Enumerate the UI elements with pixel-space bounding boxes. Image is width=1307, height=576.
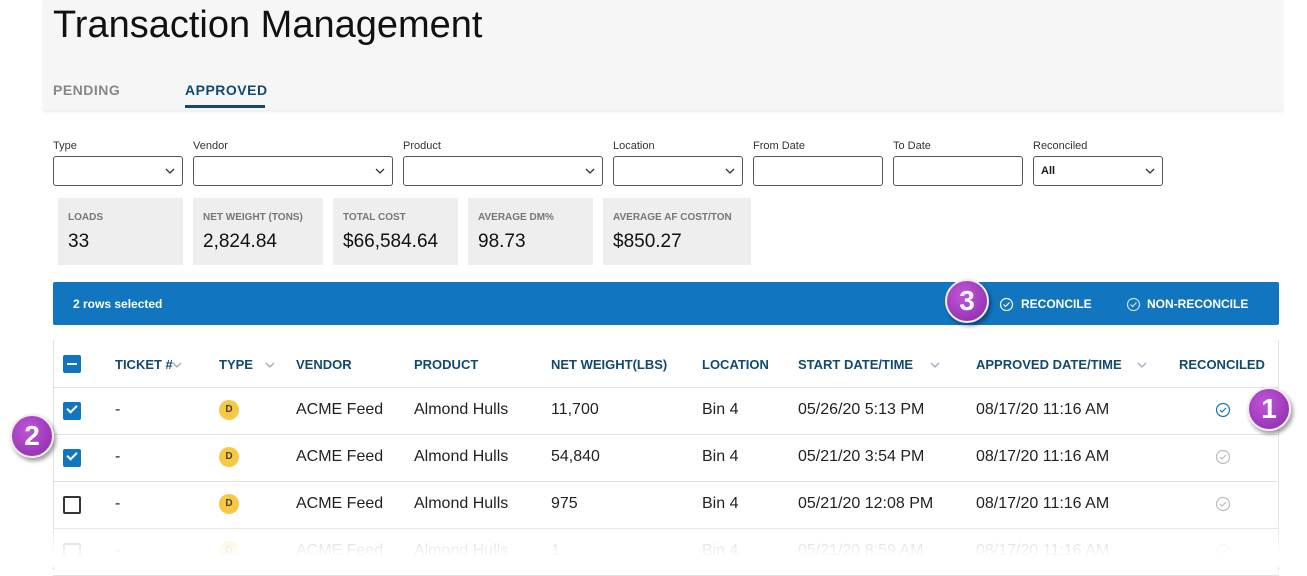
cell: - — [115, 401, 121, 418]
cell: ACME Feed — [296, 401, 384, 418]
filter-label: Location — [613, 140, 655, 152]
reconciled-icon — [1215, 402, 1231, 418]
reconciled-icon — [1215, 449, 1231, 465]
type-badge: D — [219, 447, 239, 467]
chevron — [265, 362, 275, 368]
stat-value: $850.27 — [613, 231, 682, 252]
check-icon — [1126, 297, 1141, 312]
tab[interactable]: PENDING — [53, 82, 121, 98]
type-badge: D — [219, 400, 239, 420]
callout: 2 — [10, 414, 54, 458]
filter-value: All — [1041, 165, 1056, 177]
callout: 3 — [945, 279, 989, 323]
reconcile-button[interactable]: RECONCILE — [1021, 297, 1092, 311]
column-header[interactable]: START DATE/TIME — [798, 357, 914, 372]
stat-label: TOTAL COST — [343, 212, 406, 223]
chevron — [1137, 362, 1147, 368]
row-divider — [53, 434, 1279, 435]
stat-label: NET WEIGHT (TONS) — [203, 212, 303, 223]
cell: Almond Hulls — [414, 448, 509, 465]
column-header[interactable]: TYPE — [219, 357, 253, 372]
filter-input[interactable] — [193, 156, 393, 186]
filter-label: Type — [53, 140, 77, 152]
fade — [0, 520, 1307, 567]
column-header[interactable]: NET WEIGHT(LBS) — [551, 357, 668, 372]
chevron — [930, 362, 940, 368]
tab[interactable]: APPROVED — [185, 82, 268, 98]
cell: Bin 4 — [702, 401, 739, 418]
header-panel — [43, 0, 1283, 110]
cell: 975 — [551, 495, 578, 512]
column-header[interactable]: TICKET # — [115, 357, 173, 372]
stat-card: AVERAGE AF COST/TON $850.27 — [603, 198, 751, 265]
chevron — [172, 362, 182, 368]
stat-value: 2,824.84 — [203, 231, 277, 252]
selection-bar — [53, 282, 1279, 325]
stat-card: NET WEIGHT (TONS) 2,824.84 — [193, 198, 323, 265]
cell: 05/21/20 12:08 PM — [798, 495, 934, 512]
cell: Almond Hulls — [414, 401, 509, 418]
row-checkbox[interactable] — [63, 402, 81, 420]
column-header[interactable]: RECONCILED — [1179, 357, 1265, 372]
cell: ACME Feed — [296, 448, 384, 465]
page-title: Transaction Management — [53, 4, 483, 46]
stat-card: LOADS 33 — [58, 198, 183, 265]
filter-label: Vendor — [193, 140, 228, 152]
column-header[interactable]: PRODUCT — [414, 357, 479, 372]
cell: 11,700 — [551, 401, 599, 418]
column-header[interactable]: APPROVED DATE/TIME — [976, 357, 1122, 372]
cell: Almond Hulls — [414, 495, 509, 512]
stat-value: 98.73 — [478, 231, 526, 252]
stat-label: AVERAGE AF COST/TON — [613, 212, 732, 223]
chevron — [375, 168, 385, 174]
cell: - — [115, 448, 121, 465]
filter-input[interactable] — [403, 156, 603, 186]
non-reconcile-button[interactable]: NON-RECONCILE — [1147, 297, 1249, 311]
row-checkbox[interactable] — [63, 496, 81, 514]
cell: 54,840 — [551, 448, 600, 465]
stat-card: TOTAL COST $66,584.64 — [333, 198, 458, 265]
cell: 05/21/20 3:54 PM — [798, 448, 925, 465]
column-header[interactable]: LOCATION — [702, 357, 769, 372]
filter-label: To Date — [893, 140, 931, 152]
cell: 08/17/20 11:16 AM — [976, 401, 1110, 418]
stat-label: LOADS — [68, 212, 103, 223]
filter-label: Product — [403, 140, 441, 152]
stat-value: 33 — [68, 231, 90, 252]
tab-underline — [185, 105, 265, 108]
table — [53, 340, 1279, 570]
filter-input[interactable] — [613, 156, 743, 186]
cell: ACME Feed — [296, 495, 384, 512]
cell: Bin 4 — [702, 448, 739, 465]
column-header[interactable]: VENDOR — [296, 357, 352, 372]
check-icon — [999, 297, 1014, 312]
chevron — [725, 168, 735, 174]
filter-label: Reconciled — [1033, 140, 1088, 152]
chevron — [1145, 168, 1155, 174]
row-divider — [53, 387, 1279, 388]
cell: 08/17/20 11:16 AM — [976, 448, 1110, 465]
stat-value: $66,584.64 — [343, 231, 439, 252]
filter-input[interactable] — [53, 156, 183, 186]
filter-input[interactable] — [753, 156, 883, 186]
cell: 08/17/20 11:16 AM — [976, 495, 1110, 512]
filter-label: From Date — [753, 140, 805, 152]
chevron — [165, 168, 175, 174]
cell: - — [115, 495, 121, 512]
row-checkbox[interactable] — [63, 449, 81, 467]
selection-text: 2 rows selected — [73, 297, 163, 311]
cell: Bin 4 — [702, 495, 739, 512]
callout: 1 — [1247, 387, 1291, 431]
cell: 05/26/20 5:13 PM — [798, 401, 925, 418]
reconciled-icon — [1215, 496, 1231, 512]
row-divider — [53, 481, 1279, 482]
minus — [67, 363, 77, 365]
filter-input[interactable]: All — [1033, 156, 1163, 186]
chevron — [585, 168, 595, 174]
type-badge: D — [219, 494, 239, 514]
stat-card: AVERAGE DM% 98.73 — [468, 198, 593, 265]
filter-input[interactable] — [893, 156, 1023, 186]
stat-label: AVERAGE DM% — [478, 212, 554, 223]
